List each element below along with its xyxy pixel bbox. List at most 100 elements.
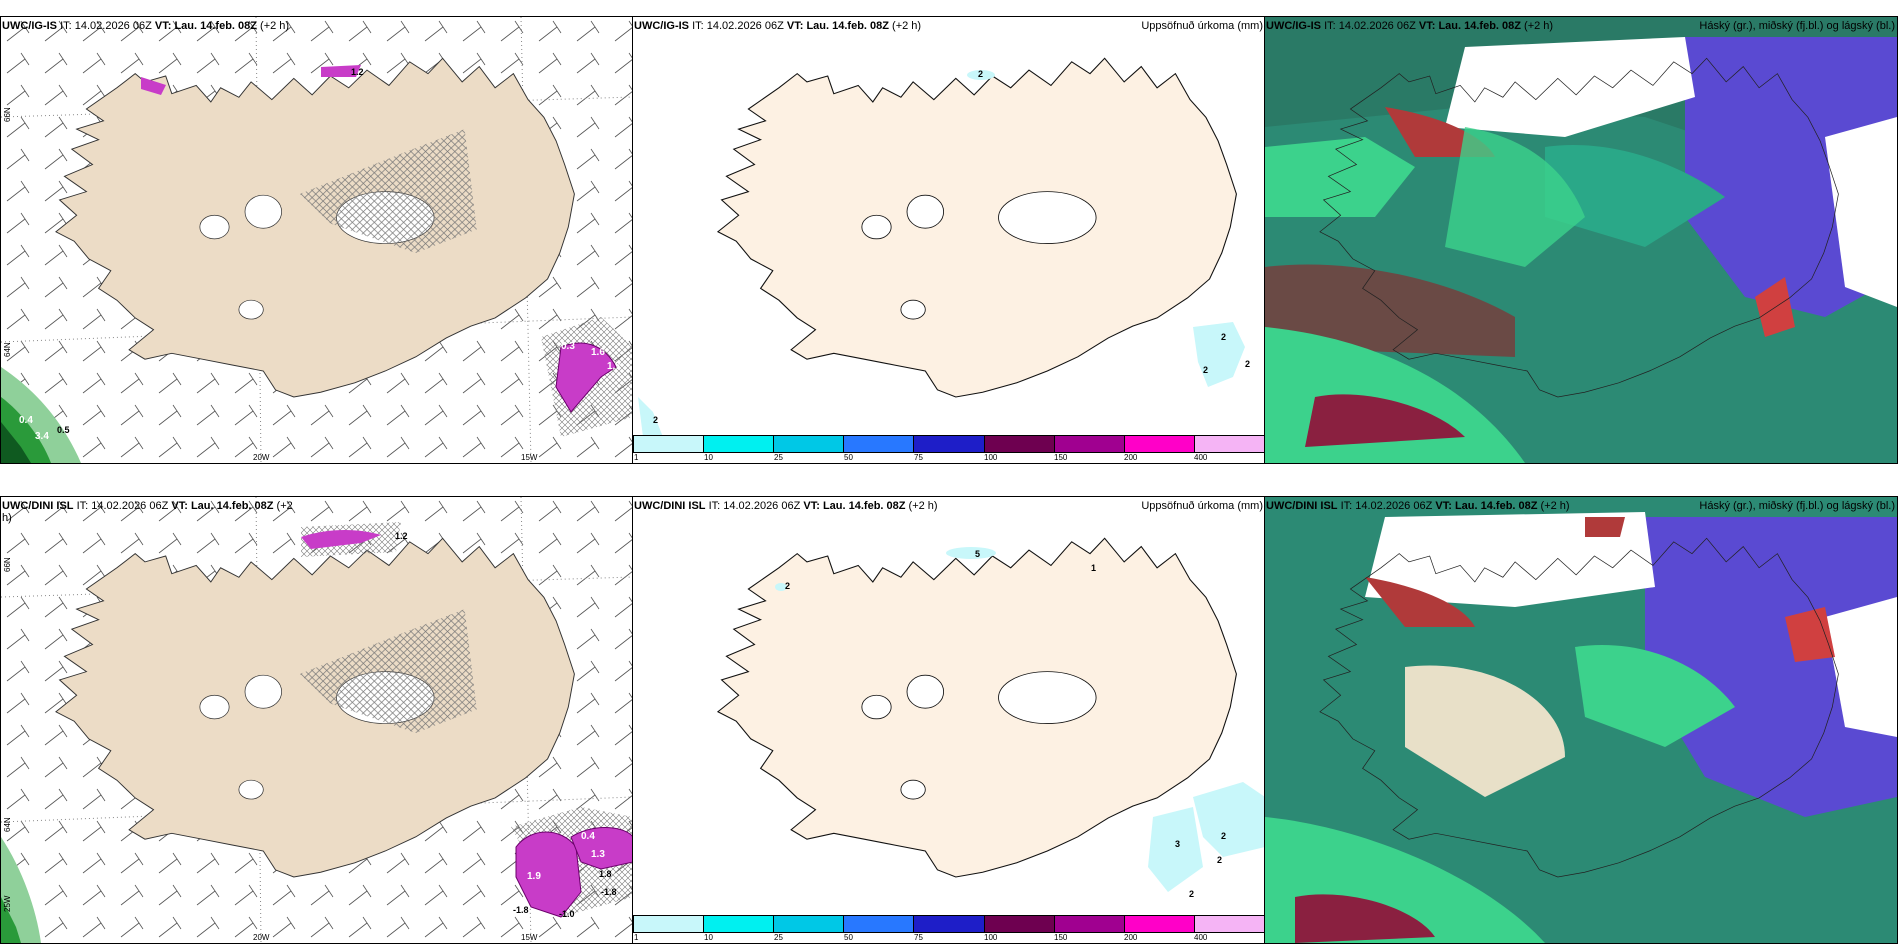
colorbar-tick: 50 — [844, 933, 853, 942]
vt-label: VT: — [154, 20, 172, 32]
colorbar-swatch — [844, 436, 915, 452]
colorbar-swatch — [774, 916, 845, 932]
colorbar-swatch — [984, 436, 1055, 452]
precip-label: 5 — [975, 549, 981, 559]
valid-time: Lau. 14.feb. 08Z — [190, 500, 274, 512]
precip-label: 2 — [1245, 359, 1251, 369]
valid-time: Lau. 14.feb. 08Z — [174, 20, 257, 32]
map-clouds-ig — [1265, 17, 1897, 463]
precip-label: 2 — [1203, 365, 1209, 375]
lead-time: (+2 h) — [892, 20, 922, 32]
lat-label-64n: 64N — [3, 342, 12, 357]
precip-label: 3 — [1175, 839, 1181, 849]
colorbar — [633, 915, 1265, 933]
temp-label: 1.6 — [591, 347, 605, 358]
colorbar-tick: 400 — [1194, 933, 1208, 942]
panel-wind-ig: UWC/IG-IS IT: 14.02.2026 06Z VT: Lau. 14… — [0, 16, 634, 464]
colorbar-tick: 100 — [984, 933, 998, 942]
lon-label-20w: 20W — [253, 453, 270, 462]
lead-time: (+2 h) — [1524, 20, 1554, 32]
lon-label-15w: 15W — [521, 933, 538, 942]
lat-label-66n: 66N — [3, 107, 12, 122]
lat-label-25w: 25W — [3, 895, 12, 912]
it-label: IT: — [708, 500, 721, 512]
temp-label: -1.8 — [513, 905, 529, 915]
init-time: 14.02.2026 06Z — [74, 20, 152, 32]
precip-label: 2 — [978, 69, 984, 79]
colorbar-swatch — [844, 916, 915, 932]
lon-label-15w: 15W — [521, 453, 538, 462]
colorbar-swatch — [704, 916, 775, 932]
precip-label: 2 — [653, 415, 659, 425]
vt-label: VT: — [1418, 20, 1436, 32]
temp-label: -1.8 — [601, 887, 617, 897]
colorbar-tick: 75 — [914, 933, 923, 942]
init-time: 14.02.2026 06Z — [706, 20, 784, 32]
it-label: IT: — [1324, 20, 1336, 32]
colorbar-tick: 10 — [704, 933, 713, 942]
model-name: UWC/IG-IS — [1266, 20, 1321, 32]
panel-wind-dini: UWC/DINI ISL IT: 14.02.2026 06Z VT: Lau.… — [0, 496, 634, 944]
model-name: UWC/IG-IS — [634, 20, 689, 32]
panel-clouds-dini: UWC/DINI ISL IT: 14.02.2026 06Z VT: Lau.… — [1264, 496, 1898, 944]
temp-label: 0.4 — [581, 831, 595, 842]
init-time: 14.02.2026 06Z — [1355, 500, 1433, 512]
lead-time: (+2 h) — [908, 500, 938, 512]
precip-label: 2 — [1221, 831, 1227, 841]
valid-time: Lau. 14.feb. 08Z — [822, 500, 906, 512]
lead-time: (+2 h) — [260, 20, 290, 32]
colorbar-swatch — [1194, 916, 1264, 932]
field-title: Uppsöfnuð úrkoma (mm) — [1141, 500, 1263, 512]
it-label: IT: — [60, 20, 72, 32]
colorbar-swatch — [1124, 916, 1195, 932]
lat-label-66n: 66N — [3, 557, 12, 572]
colorbar-ticks: 1 10 25 50 75 100 150 200 400 — [633, 933, 1263, 943]
colorbar-tick: 25 — [774, 933, 783, 942]
colorbar-tick: 75 — [914, 453, 923, 462]
colorbar-tick: 1 — [634, 933, 639, 942]
temp-label: 0.5 — [57, 425, 70, 435]
valid-time: Lau. 14.feb. 08Z — [1438, 20, 1521, 32]
colorbar-swatch — [984, 916, 1055, 932]
colorbar — [633, 435, 1265, 453]
colorbar-tick: 10 — [704, 453, 713, 462]
model-name: UWC/DINI ISL — [634, 500, 706, 512]
colorbar-swatch — [634, 916, 705, 932]
vt-label: VT: — [803, 500, 820, 512]
init-time: 14.02.2026 06Z — [91, 500, 169, 512]
colorbar-tick: 200 — [1124, 933, 1138, 942]
colorbar-tick: 25 — [774, 453, 783, 462]
lat-label-64n: 64N — [3, 817, 12, 832]
colorbar-swatch — [634, 436, 705, 452]
panel-precip-dini: UWC/DINI ISL IT: 14.02.2026 06Z VT: Lau.… — [632, 496, 1266, 944]
precip-label: 2 — [785, 581, 791, 591]
temp-label: 1.8 — [599, 869, 612, 879]
temp-label: 1.2 — [351, 67, 364, 77]
temp-label: 1.3 — [591, 849, 605, 860]
temp-label: -1.0 — [559, 909, 575, 919]
colorbar-tick: 150 — [1054, 453, 1068, 462]
precip-label: 1 — [1091, 563, 1097, 573]
colorbar-tick: 400 — [1194, 453, 1208, 462]
model-name: UWC/IG-IS — [2, 20, 57, 32]
temp-label: 0.3 — [561, 341, 575, 352]
vt-label: VT: — [786, 20, 804, 32]
vt-label: VT: — [171, 500, 188, 512]
map-wind-ig — [1, 17, 633, 463]
colorbar-swatch — [704, 436, 775, 452]
precip-label: 2 — [1189, 889, 1195, 899]
valid-time: Lau. 14.feb. 08Z — [1454, 500, 1538, 512]
field-title: Háský (gr.), miðský (fj.bl.) og lágský (… — [1699, 20, 1895, 32]
field-title: Uppsöfnuð úrkoma (mm) — [1141, 20, 1263, 32]
map-precip-dini — [717, 537, 1265, 892]
colorbar-swatch — [1054, 916, 1125, 932]
colorbar-ticks: 1 10 25 50 75 100 150 200 400 — [633, 453, 1263, 463]
colorbar-tick: 100 — [984, 453, 998, 462]
it-label: IT: — [1340, 500, 1353, 512]
valid-time: Lau. 14.feb. 08Z — [806, 20, 889, 32]
precip-label: 2 — [1221, 332, 1227, 342]
lead-time: (+2 h) — [2, 500, 293, 524]
temp-label: 1.7 — [607, 361, 621, 372]
map-wind-dini — [1, 497, 633, 943]
model-name: UWC/DINI ISL — [1266, 500, 1338, 512]
